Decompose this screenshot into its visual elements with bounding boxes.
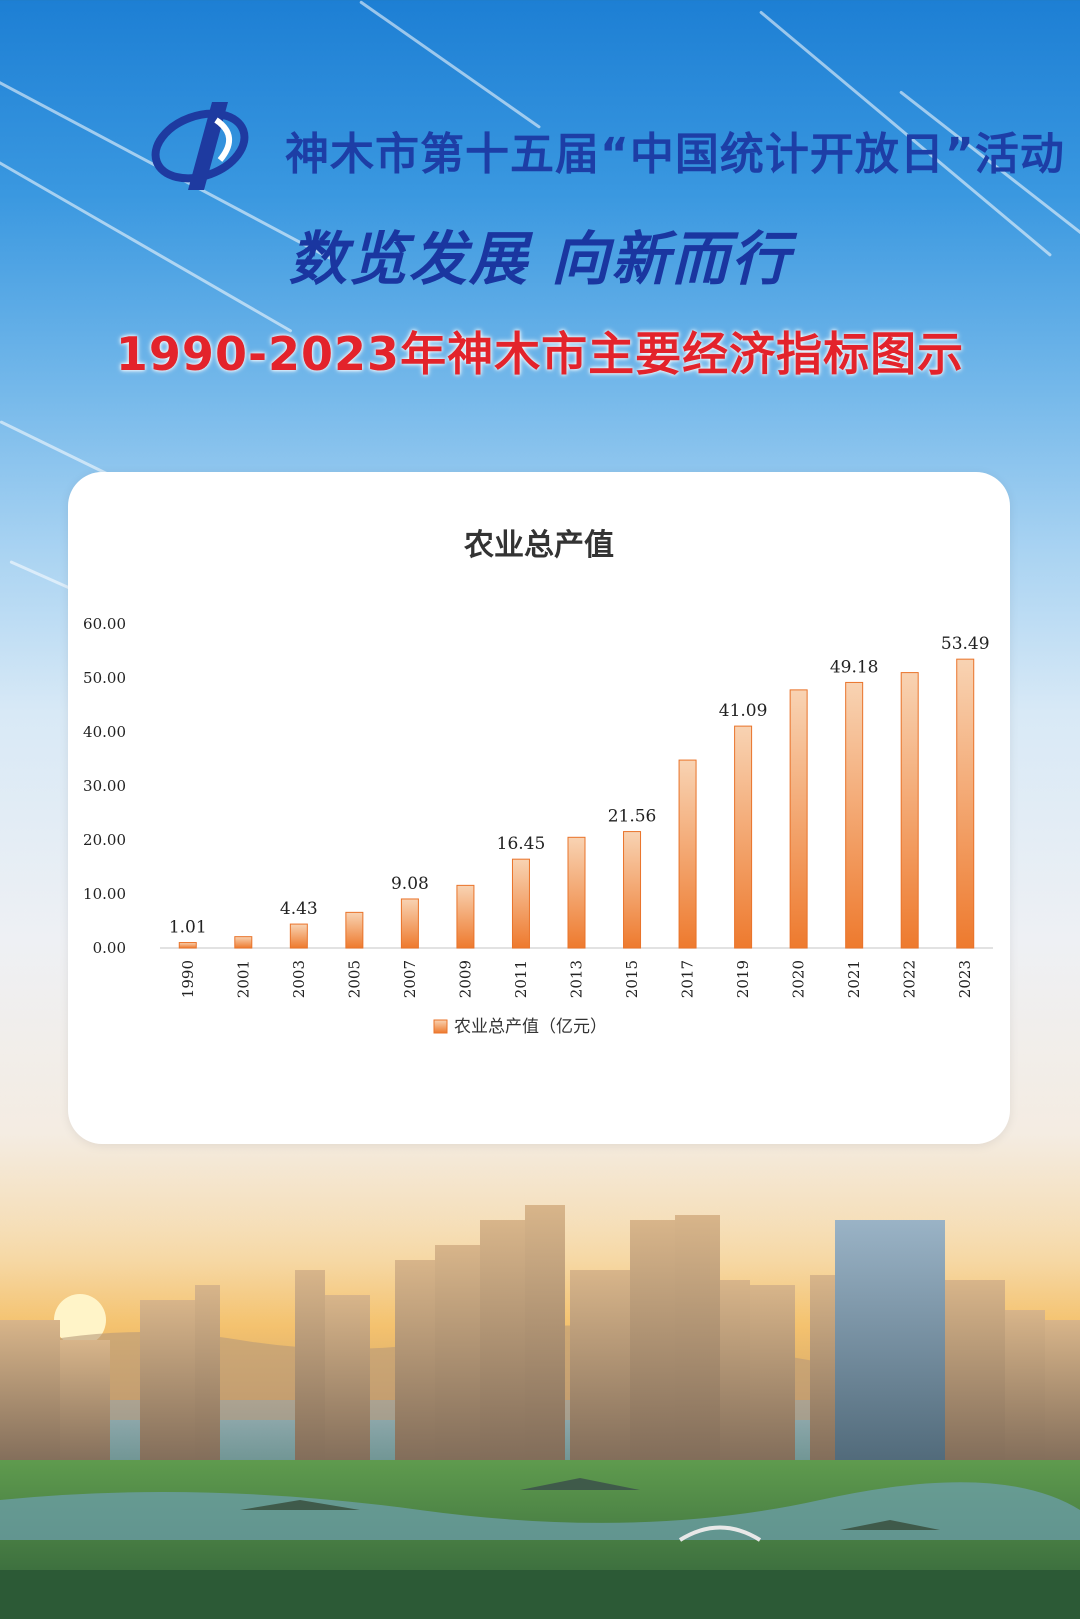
bar: [234, 936, 253, 949]
bar-chart: 0.00 10.00 20.00 30.00 40.00 50.00 60.00 1.01 4…: [83, 615, 993, 1037]
x-tick-label: 2007: [401, 960, 419, 998]
chart-card: 农业总产值 0.00 10.00 20.00 30.00 40.00 50.00 60.00…: [68, 472, 1010, 1144]
data-label: 16.45: [497, 834, 546, 854]
data-label: 53.49: [941, 634, 990, 654]
legend-swatch: [433, 1019, 448, 1034]
bar: [623, 831, 642, 949]
x-tick-label: 2023: [956, 960, 974, 998]
y-tick-label: 20.00: [83, 831, 126, 849]
x-tick-label: 2003: [290, 960, 308, 998]
y-tick-label: 60.00: [83, 615, 126, 633]
y-tick-label: 30.00: [83, 777, 126, 795]
y-tick-label: 50.00: [83, 669, 126, 687]
x-tick-label: 2001: [234, 960, 252, 998]
page-subtitle: 1990-2023年神木市主要经济指标图示: [115, 327, 965, 381]
statistics-logo-icon: [151, 102, 249, 190]
data-label: 4.43: [280, 899, 318, 919]
bar: [345, 911, 364, 949]
bar: [678, 759, 697, 949]
bar: [845, 681, 864, 949]
bar: [400, 898, 419, 949]
legend-label: 农业总产值（亿元）: [454, 1017, 607, 1037]
slogan: 数览发展 向新而行: [288, 225, 792, 293]
x-tick-label: 2005: [345, 960, 363, 998]
x-tick-label: 1990: [179, 960, 197, 998]
bar: [178, 942, 197, 949]
bar: [956, 658, 975, 949]
bar: [511, 858, 530, 949]
x-tick-label: 2015: [623, 960, 641, 998]
city-skyline-image: [0, 1200, 1080, 1619]
bar: [900, 672, 919, 949]
x-tick-label: 2021: [845, 960, 863, 998]
bar: [289, 923, 308, 949]
bar: [567, 836, 586, 949]
bar: [456, 884, 475, 949]
data-label: 41.09: [719, 701, 768, 721]
data-label: 1.01: [169, 918, 207, 938]
y-tick-label: 40.00: [83, 723, 126, 741]
bar: [734, 725, 753, 949]
data-label: 9.08: [391, 874, 429, 894]
x-tick-label: 2009: [456, 960, 474, 998]
data-label: 21.56: [608, 807, 657, 827]
chart-title: 农业总产值: [464, 528, 614, 563]
x-tick-label: 2019: [734, 960, 752, 998]
x-tick-label: 2017: [679, 960, 697, 998]
x-tick-label: 2011: [512, 960, 530, 998]
data-label: 49.18: [830, 657, 879, 677]
x-tick-label: 2022: [901, 960, 919, 998]
x-tick-label: 2020: [790, 960, 808, 998]
y-tick-label: 0.00: [93, 939, 126, 957]
bar: [789, 689, 808, 949]
y-tick-label: 10.00: [83, 885, 126, 903]
light-streak: [359, 0, 542, 129]
x-tick-label: 2013: [568, 960, 586, 998]
event-title: 神木市第十五届“中国统计开放日”活动: [285, 129, 1065, 180]
